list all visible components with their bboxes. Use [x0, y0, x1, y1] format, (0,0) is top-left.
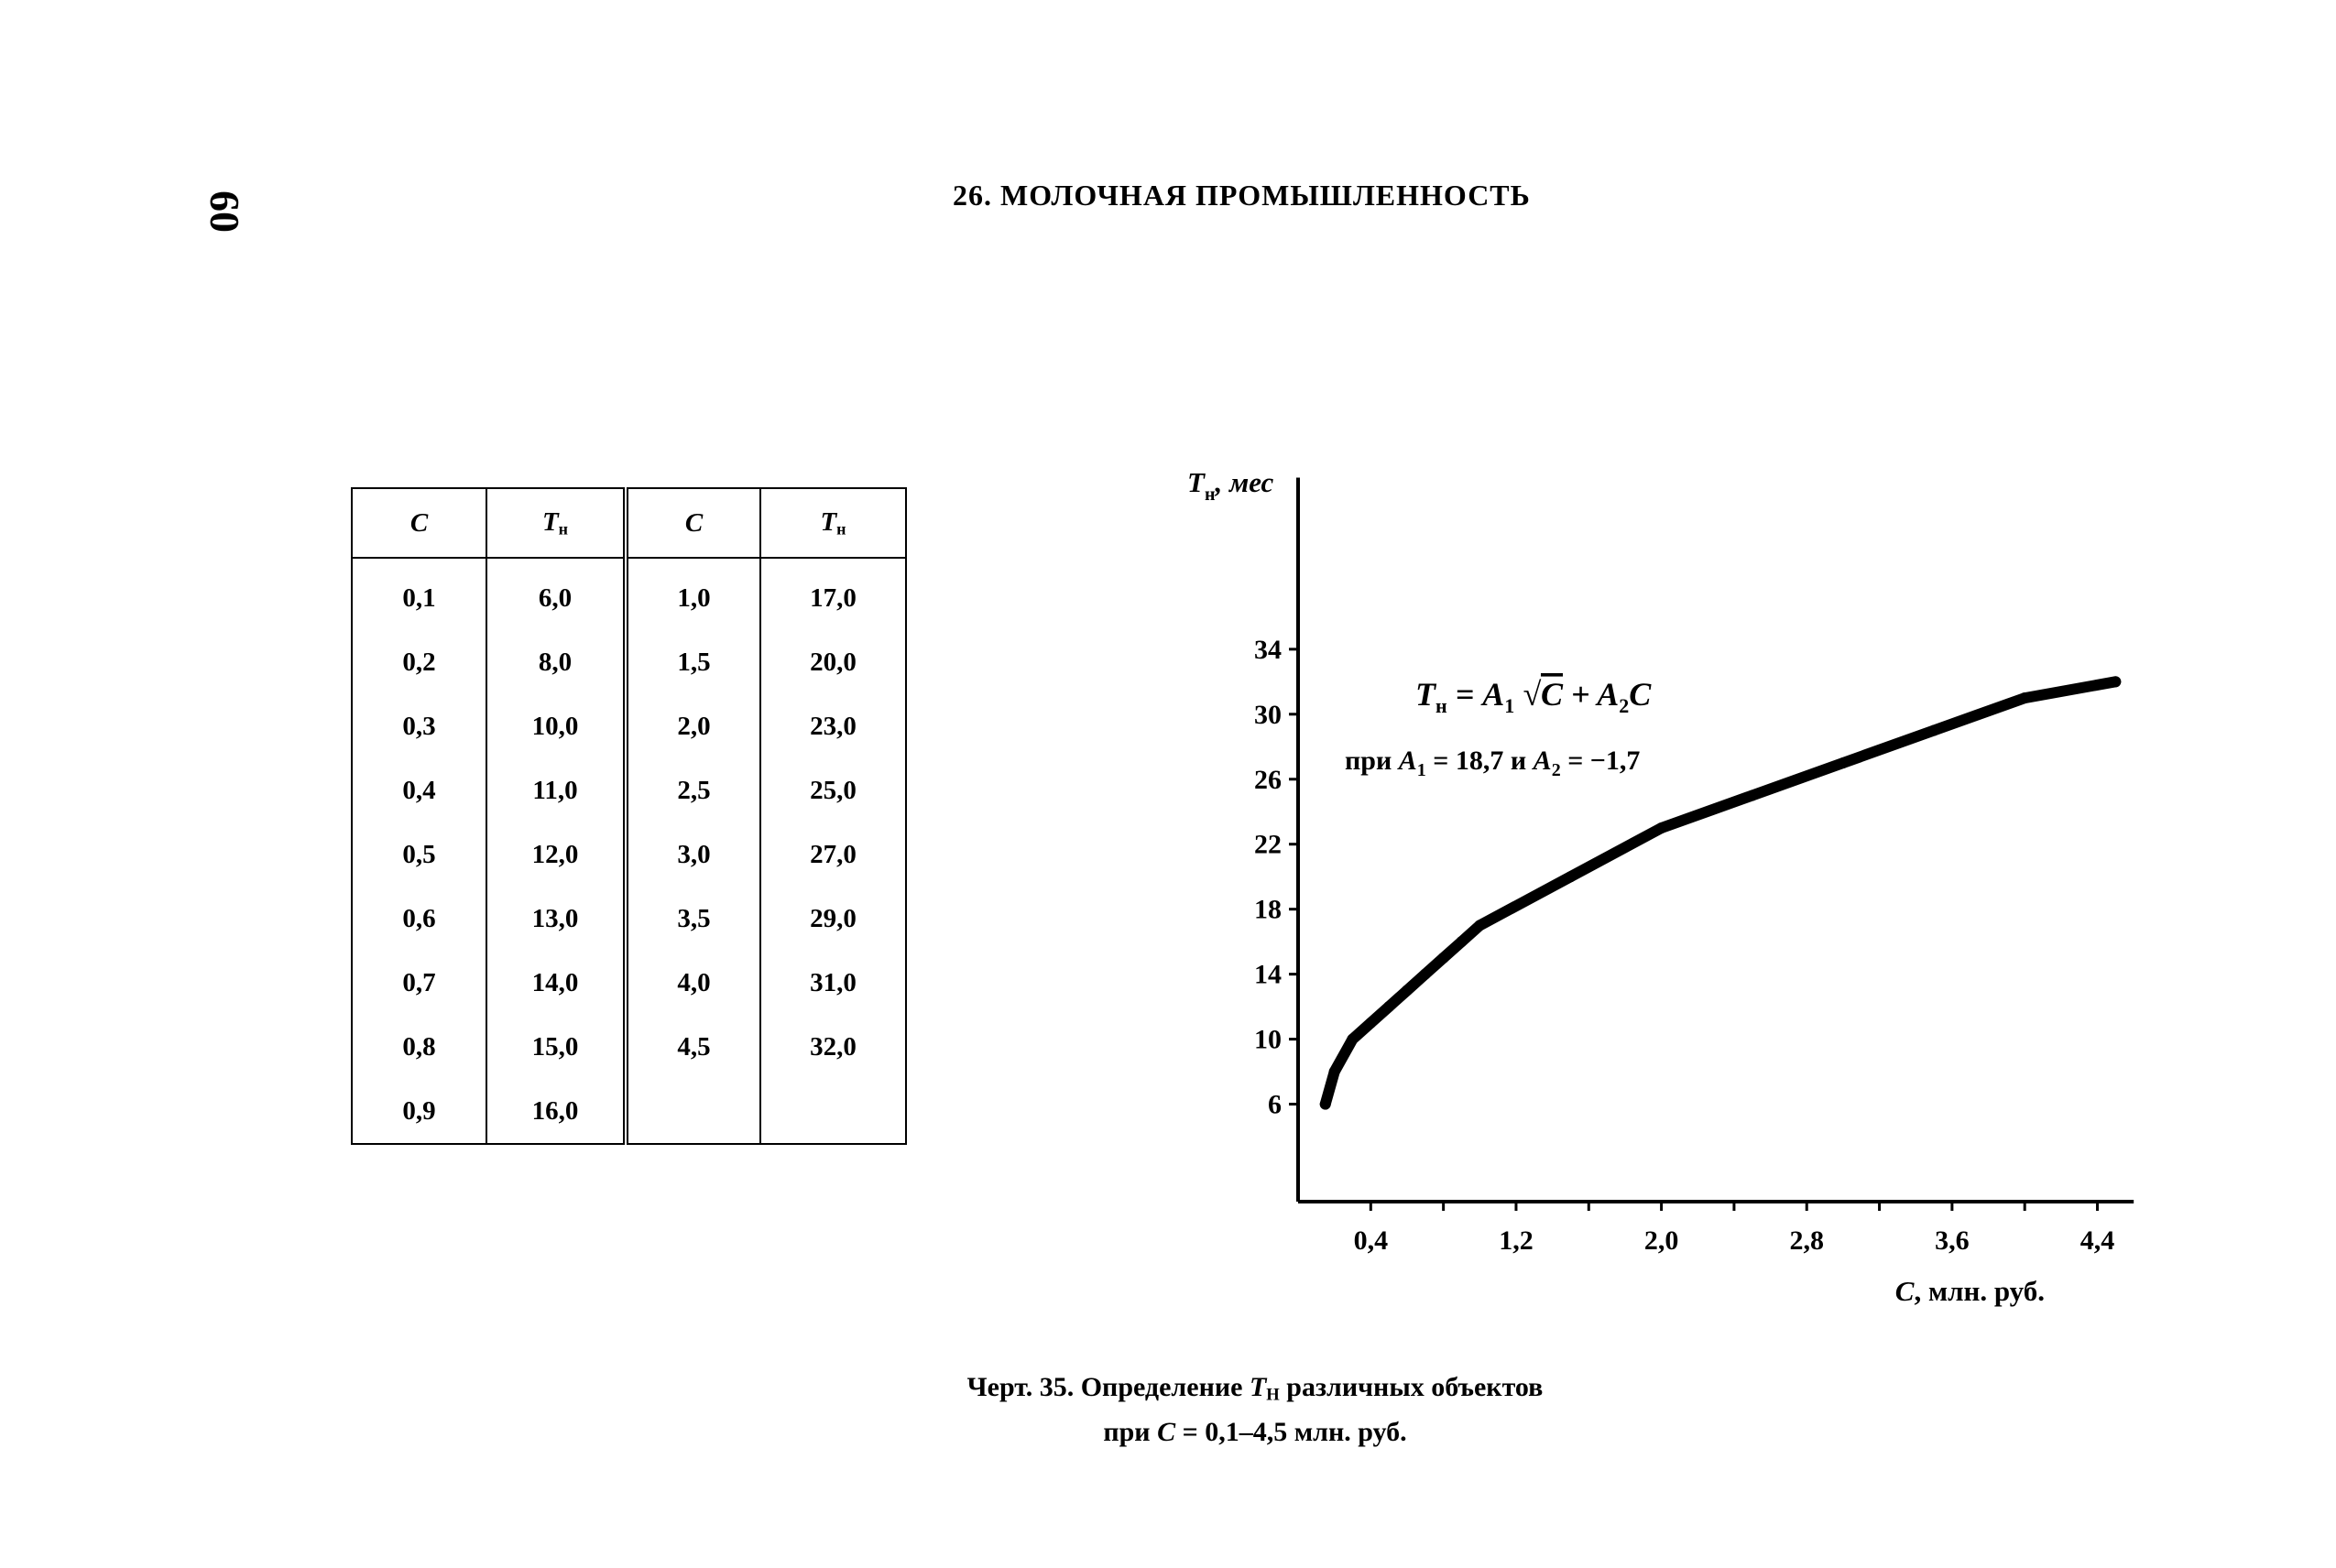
table-cell: 25,0: [759, 758, 907, 822]
table-row: 0,2 8,0 1,5 20,0: [351, 630, 907, 694]
y-tick-label: 22: [1254, 830, 1282, 860]
table-cell: 0,3: [351, 694, 487, 758]
table-cell: 4,5: [623, 1015, 761, 1079]
table-cell: 0,2: [351, 630, 487, 694]
table-cell: 1,0: [623, 558, 761, 630]
table-cell: 16,0: [486, 1079, 627, 1145]
chart-axes: [1296, 477, 2134, 1203]
table-row: 0,5 12,0 3,0 27,0: [351, 822, 907, 887]
table-cell: 12,0: [486, 822, 627, 887]
table-cell: 0,8: [351, 1015, 487, 1079]
table-cell: 4,0: [623, 951, 761, 1015]
figure-caption: Черт. 35. Определение TН различных объек…: [916, 1369, 1594, 1451]
table-cell: 31,0: [759, 951, 907, 1015]
y-tick-label: 34: [1254, 635, 1282, 665]
parameters-annotation: при A1 = 18,7 и A2 = −1,7: [1345, 746, 1640, 780]
x-axis-title: C, млн. руб.: [1895, 1275, 2045, 1307]
chart-ticks: 0,4 1,2 2,0 2,8 3,6 4,4 6 10 14 18 22 26 30 34: [1254, 635, 2114, 1256]
data-point: [1456, 936, 1468, 948]
y-tick-label: 14: [1254, 960, 1282, 990]
data-point: [2019, 692, 2031, 704]
table-cell: [759, 1079, 907, 1145]
y-axis-title: Tн, мес: [1187, 466, 1274, 505]
x-tick-label: 1,2: [1499, 1225, 1534, 1256]
table-cell: 17,0: [759, 558, 907, 630]
x-tick-label: 2,0: [1644, 1225, 1679, 1256]
y-tick-label: 10: [1254, 1025, 1282, 1055]
table-row: 0,3 10,0 2,0 23,0: [351, 694, 907, 758]
table-cell: 20,0: [759, 630, 907, 694]
table-cell: 6,0: [486, 558, 627, 630]
data-point: [1383, 1001, 1395, 1013]
table-cell: 13,0: [486, 887, 627, 951]
caption-line-1: Черт. 35. Определение TН различных объек…: [966, 1372, 1544, 1405]
table-row: 0,4 11,0 2,5 25,0: [351, 758, 907, 822]
data-point: [1837, 757, 1849, 769]
table-cell: 27,0: [759, 822, 907, 887]
header-c: C: [351, 487, 487, 559]
y-tick-label: 18: [1254, 895, 1282, 925]
x-tick-label: 0,4: [1354, 1225, 1389, 1256]
table-cell: 10,0: [486, 694, 627, 758]
y-tick-label: 6: [1268, 1090, 1282, 1120]
table-cell: 23,0: [759, 694, 907, 758]
data-point: [1655, 822, 1667, 833]
caption-line-2: при C = 0,1–4,5 млн. руб.: [1103, 1416, 1407, 1447]
data-point: [1928, 724, 1940, 736]
table-cell: 8,0: [486, 630, 627, 694]
data-point: [1365, 1017, 1377, 1029]
table-cell: 0,5: [351, 822, 487, 887]
data-point: [1474, 920, 1486, 931]
data-point: [2110, 676, 2122, 688]
data-point: [1437, 952, 1449, 964]
header-tn: Tн: [486, 487, 627, 559]
table-cell: 1,5: [623, 630, 761, 694]
x-tick-label: 2,8: [1789, 1225, 1824, 1256]
table-cell: 3,5: [623, 887, 761, 951]
data-point: [1746, 789, 1758, 801]
table-row: 0,6 13,0 3,5 29,0: [351, 887, 907, 951]
data-table: C Tн C Tн 0,1 6,0 1,0 17,0 0,2 8,0 1,5 20,0 0,3 1…: [351, 487, 907, 1145]
table-cell: 14,0: [486, 951, 627, 1015]
data-point: [1319, 1098, 1331, 1110]
x-tick-label: 3,6: [1935, 1225, 1970, 1256]
table-cell: 0,7: [351, 951, 487, 1015]
y-tick-label: 26: [1254, 765, 1282, 795]
data-point: [1328, 1066, 1340, 1078]
table-cell: 0,6: [351, 887, 487, 951]
table-cell: 29,0: [759, 887, 907, 951]
data-point: [1419, 968, 1431, 980]
section-title: 26. МОЛОЧНАЯ ПРОМЫШЛЕННОСТЬ: [953, 179, 1531, 212]
x-tick-label: 4,4: [2080, 1225, 2115, 1256]
table-cell: 32,0: [759, 1015, 907, 1079]
table-cell: 15,0: [486, 1015, 627, 1079]
table-cell: 3,0: [623, 822, 761, 887]
table-cell: [623, 1079, 761, 1145]
table-cell: 2,5: [623, 758, 761, 822]
table-row: 0,7 14,0 4,0 31,0: [351, 951, 907, 1015]
table-row: 0,1 6,0 1,0 17,0: [351, 558, 907, 630]
table-header-row: C Tн C Tн: [351, 487, 907, 559]
table-cell: 2,0: [623, 694, 761, 758]
data-point: [1565, 871, 1577, 883]
table-cell: 0,4: [351, 758, 487, 822]
formula-annotation: Tн = A1 √C + A2C: [1415, 676, 1652, 717]
table-cell: 11,0: [486, 758, 627, 822]
table-row: 0,9 16,0: [351, 1079, 907, 1145]
chart-series: [1319, 676, 2122, 1110]
header-c: C: [623, 487, 761, 559]
data-point: [1347, 1033, 1359, 1045]
table-cell: 0,1: [351, 558, 487, 630]
table-row: 0,8 15,0 4,5 32,0: [351, 1015, 907, 1079]
y-tick-label: 30: [1254, 700, 1282, 730]
header-tn: Tн: [759, 487, 907, 559]
data-point: [1401, 985, 1413, 996]
table-body: 0,1 6,0 1,0 17,0 0,2 8,0 1,5 20,0 0,3 10,0 2,0 23,0…: [351, 558, 907, 1145]
table-cell: 0,9: [351, 1079, 487, 1145]
